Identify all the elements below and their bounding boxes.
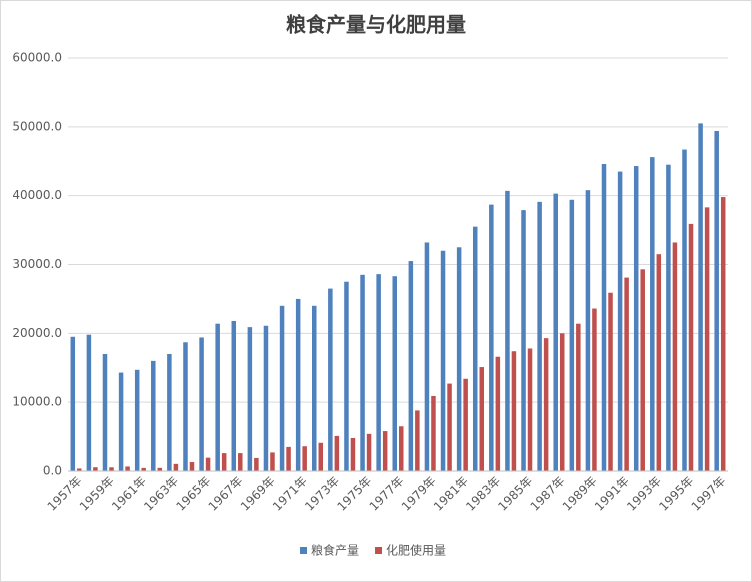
y-tick-label: 60000.0 [12,51,62,65]
bar [392,276,397,471]
bar [221,453,227,471]
bar [328,288,333,471]
bar [601,164,607,471]
y-tick-label: 50000.0 [12,119,62,133]
bar [141,467,146,471]
bar [456,247,462,471]
bar [633,166,639,471]
bar [279,305,285,471]
y-tick-label: 40000.0 [12,188,62,202]
y-tick-label: 30000.0 [12,257,62,271]
bar [189,462,195,471]
bar [698,123,703,472]
bar [569,199,575,471]
bar [431,395,436,471]
bar [199,337,204,471]
bar [415,410,420,471]
bar [344,281,349,471]
bar [134,369,140,471]
bar [173,463,179,471]
bar [720,197,726,471]
bar [527,348,533,471]
legend-label: 化肥使用量 [386,543,446,558]
legend-swatch [300,547,307,554]
bar [350,437,356,471]
bar [463,378,468,471]
bar [247,327,253,471]
bar [238,453,243,471]
bar [505,190,510,471]
bar [704,207,710,471]
bar [672,242,678,471]
bar [302,446,307,471]
bar [399,426,404,471]
bar [215,323,220,471]
bar [86,334,92,471]
bar [682,149,687,471]
y-tick-label: 10000.0 [12,395,62,409]
bar [440,250,446,471]
bar [617,171,623,471]
y-tick-label: 0.0 [43,464,62,478]
bar [366,433,372,471]
bar [576,323,581,471]
bar [543,338,549,471]
bar [424,242,430,471]
bar [553,193,558,471]
bar [656,254,662,471]
chart-title: 粮食产量与化肥用量 [286,13,466,37]
bar [109,467,114,471]
bar [559,333,565,471]
bar [666,164,671,472]
bar [125,466,130,471]
bar [489,204,494,472]
bar [157,467,163,471]
legend-swatch [375,547,383,554]
bar [334,435,340,471]
bar [286,446,291,471]
bar [93,467,98,471]
bar [312,305,317,471]
bar [608,292,613,471]
bar [151,360,156,471]
bar [521,210,526,471]
bar [472,226,478,471]
bar [537,201,542,471]
bar [408,261,414,471]
bar [624,277,629,471]
bar [592,308,597,471]
bar [263,325,269,471]
bar [382,431,388,471]
bar [183,342,188,471]
bar [585,190,591,471]
bar [254,457,259,471]
bar [205,457,211,471]
bar [270,452,275,471]
bar [650,157,655,471]
bar [167,353,172,471]
bar [511,351,517,471]
bar [77,468,82,471]
bar [447,383,452,471]
y-tick-label: 20000.0 [12,326,62,340]
bar [102,353,108,471]
bar [688,223,694,471]
bar [231,320,237,471]
bar [479,367,484,471]
bar [295,298,301,471]
bar [376,274,381,471]
bar [640,269,645,471]
bar [714,130,719,472]
bar [70,336,76,471]
bar [495,356,501,471]
bar [318,442,324,471]
bar [360,274,365,471]
legend-label: 粮食产量 [311,543,359,558]
bar [118,372,124,471]
